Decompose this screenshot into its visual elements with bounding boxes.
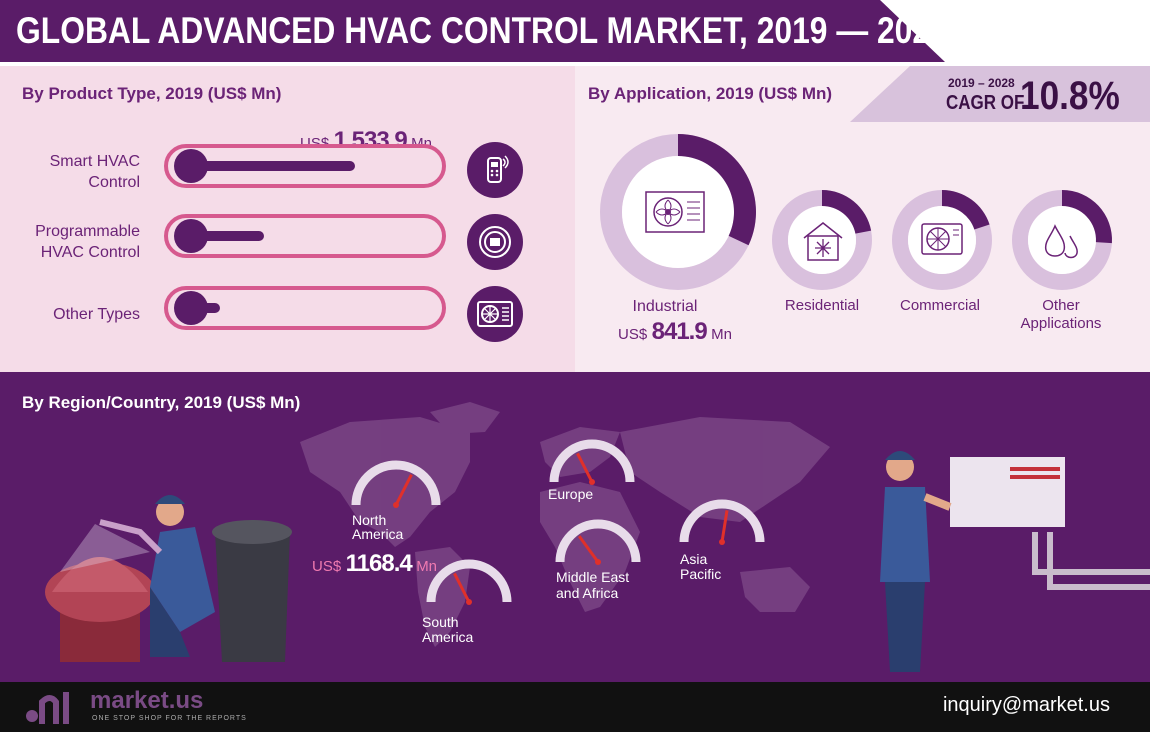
fan-grille-icon [921,223,963,255]
bar [176,161,355,171]
bar-category-label: Other Types [53,306,140,323]
commercial-label: Commercial [899,297,980,314]
cagr-period: 2019 – 2028 [948,76,1015,90]
brand-tagline: ONE STOP SHOP FOR THE REPORTS [92,715,247,722]
gauge-needle-middle-east-and-africa [577,535,600,563]
bar-bulb [174,291,208,325]
footer [0,682,1150,732]
brand-name: market.us [90,687,204,714]
industrial-label: Industrial [632,298,698,315]
donut-slice-industrial [678,134,756,246]
industrial-value: US$ 841.9 Mn [618,318,732,345]
bar-track [164,214,446,258]
gauge-needle-asia-pacific [720,510,729,543]
bar-category-label: Smart HVAC Control [49,153,140,191]
mea-label-2: and Africa [556,585,619,601]
world-map-illustration [45,402,1150,672]
gauge-hub [393,502,399,508]
snow-house-icon [803,222,843,261]
bar [176,231,264,241]
bar-bulb [174,149,208,183]
sa-label-1: South [422,614,459,630]
region-gauge-chart [351,439,765,605]
gauge-hub [595,559,601,565]
gauge-arc [555,519,641,563]
residential-label: Residential [784,297,860,314]
gauge-arc [426,559,512,603]
other-applications-label-2: Applications [1020,315,1102,332]
gauge-hub [466,599,472,605]
gauge-arc [351,460,441,506]
cagr-band [850,66,1150,122]
header-banner [0,0,945,62]
application-section-title: By Application, 2019 (US$ Mn) [588,84,833,103]
cagr-value: 10.8% [1020,74,1120,118]
na-label-2: America [352,526,404,542]
donut-hole [788,206,856,274]
bar-category-label: Programmable HVAC Control [35,223,140,261]
water-drops-icon [1044,224,1078,259]
ac-unit-icon [467,286,523,342]
gauge-needle-south-america [453,572,471,603]
donut-slice-commercial [942,190,990,230]
product-section-title: By Product Type, 2019 (US$ Mn) [22,84,282,103]
fan-unit-icon [645,191,705,233]
mea-label-1: Middle East [556,569,630,585]
gauge-arc [679,499,765,543]
other-applications-label-1: Other [1042,297,1080,314]
gauge-needle-north-america [394,474,413,506]
application-donut-chart [600,134,1112,290]
donut-hole [622,156,734,268]
gauge-hub [719,539,725,545]
donut-slice-residential [822,190,872,234]
bar-bulb [174,219,208,253]
region-section-title: By Region/Country, 2019 (US$ Mn) [22,393,301,412]
gauge-arc [549,439,635,483]
donut-hole [908,206,976,274]
donut-slice-other-applications [1062,190,1112,244]
ap-label-1: Asia [680,551,708,567]
market-us-logo-icon [26,692,69,724]
gauge-hub [589,479,595,485]
page-title: GLOBAL ADVANCED HVAC CONTROL MARKET, 201… [16,10,948,51]
europe-label: Europe [548,486,594,502]
header: GLOBAL ADVANCED HVAC CONTROL MARKET, 201… [0,0,1150,66]
remote-control-icon [467,142,523,198]
cagr-label: CAGR OF [946,92,1025,114]
ap-label-2: Pacific [680,566,722,582]
contact-email[interactable]: inquiry@market.us [942,694,1110,716]
thermostat-icon [467,214,523,270]
na-value: US$ 1168.4 Mn [312,550,438,577]
sa-label-2: America [422,629,474,645]
na-label-1: North [352,512,387,528]
gauge-needle-europe [576,452,594,483]
